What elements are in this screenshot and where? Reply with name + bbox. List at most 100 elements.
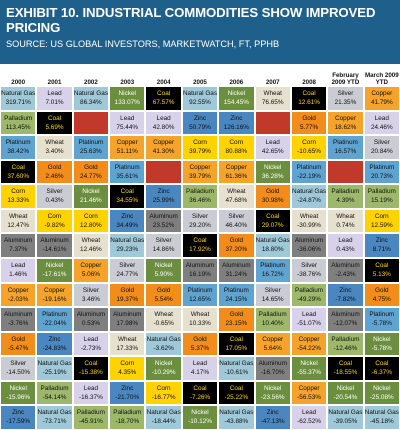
commodity-cell: Aluminum -16.70% xyxy=(254,356,291,381)
commodity-name: Gold xyxy=(229,311,244,319)
commodity-cell: Coal -18.55% xyxy=(327,356,364,381)
commodity-return: -16.37% xyxy=(78,393,103,401)
commodity-return: 14.65% xyxy=(261,295,284,303)
commodity-cell: Natural Gas -39.05% xyxy=(327,405,364,430)
commodity-return: -2.73% xyxy=(80,344,102,352)
commodity-cell: Wheat -0.65% xyxy=(145,307,182,332)
commodity-return: 12.65% xyxy=(189,295,211,303)
commodity-cell: Gold 5.77% xyxy=(290,110,328,136)
commodity-return: -20.54% xyxy=(333,393,358,401)
commodity-name: Nickel xyxy=(264,163,282,171)
commodity-return: 1.46% xyxy=(9,271,28,278)
commodity-return: -47.13% xyxy=(260,418,285,426)
commodity-cell: Aluminum -14.61% xyxy=(36,233,73,258)
commodity-name: Silver xyxy=(192,212,208,220)
commodity-cell: Corn -9.82% xyxy=(36,208,73,234)
commodity-cell: Palladium -12.46% xyxy=(327,331,364,357)
commodity-name: Palladium xyxy=(331,335,360,343)
commodity-name: Aluminum xyxy=(149,212,178,220)
commodity-name: Palladium xyxy=(258,311,287,319)
commodity-name: Silver xyxy=(46,188,63,196)
commodity-name: Gold xyxy=(11,335,25,343)
commodity-return: 12.46% xyxy=(80,246,102,254)
commodity-name: Corn xyxy=(156,384,171,392)
commodity-name: Copper xyxy=(262,335,284,343)
commodity-cell: Natural Gas 92.55% xyxy=(181,86,219,111)
commodity-name: Platinum xyxy=(223,286,249,294)
commodity-return: -12.07% xyxy=(333,320,358,328)
commodity-return: -56.53% xyxy=(297,393,321,401)
commodity-name: Nickel xyxy=(300,360,318,368)
commodity-cell: Nickel -20.54% xyxy=(327,380,364,406)
commodity-name: Palladium xyxy=(4,114,33,122)
commodity-name: Nickel xyxy=(373,335,391,343)
commodity-cell: Corn -16.77% xyxy=(145,380,182,406)
commodity-name: Nickel xyxy=(9,384,27,392)
commodity-name: Palladium xyxy=(76,409,105,417)
commodity-cell: Coal -15.38% xyxy=(72,356,110,381)
commodity-cell: Corn 4.35% xyxy=(109,356,146,381)
commodity-return: 61.36% xyxy=(225,172,248,180)
commodity-name: Aluminum xyxy=(222,262,251,269)
commodity-return: 24.77% xyxy=(80,172,102,180)
commodity-name: Natural Gas xyxy=(219,360,254,368)
commodity-name: Natural Gas xyxy=(1,90,36,97)
commodity-return: 17.98% xyxy=(116,320,139,328)
commodity-cell: Natural Gas -25.19% xyxy=(36,356,73,381)
commodity-return: -5.78% xyxy=(371,320,392,328)
commodity-name: Corn xyxy=(374,212,389,220)
commodity-name: Natural Gas xyxy=(328,409,363,417)
commodity-return: -38.76% xyxy=(297,271,321,278)
commodity-name: Aluminum xyxy=(3,311,33,319)
commodity-cell: Corn -10.65% xyxy=(290,135,328,160)
commodity-cell: Gold 5.37% xyxy=(181,331,219,357)
commodity-return: 36.28% xyxy=(261,172,284,180)
commodity-cell: Nickel -55.37% xyxy=(290,356,328,381)
commodity-return: 3.46% xyxy=(81,295,100,303)
commodity-return: 16.72% xyxy=(261,271,284,278)
commodity-cell: Coal 29.07% xyxy=(254,208,291,234)
commodity-name: Wheat xyxy=(299,212,319,220)
commodity-return: 7.01% xyxy=(45,99,64,106)
commodity-name: Copper xyxy=(189,163,211,171)
commodity-name: Platinum xyxy=(296,163,322,171)
commodity-return: 10.40% xyxy=(261,320,284,328)
commodity-name: Platinum xyxy=(333,139,358,147)
commodity-return: 76.65% xyxy=(261,99,284,106)
commodity-cell: Natural Gas -18.44% xyxy=(145,405,182,430)
commodity-return: -18.44% xyxy=(151,418,176,426)
commodity-return: 4.39% xyxy=(336,197,355,205)
commodity-name: Natural Gas xyxy=(110,237,145,245)
commodity-name: Gold xyxy=(156,286,171,294)
commodity-cell: Zinc -7.82% xyxy=(327,282,364,308)
commodity-cell: Nickel 133.07% xyxy=(109,86,146,111)
commodity-cell: Zinc -24.83% xyxy=(36,331,73,357)
commodity-cell: Lead 4.17% xyxy=(181,356,219,381)
commodity-return: 5.54% xyxy=(154,295,173,303)
commodity-return: 51.11% xyxy=(116,148,138,156)
commodity-name: Wheat xyxy=(154,311,173,319)
commodity-cell: Wheat 12.47% xyxy=(0,208,37,234)
commodity-name: Aluminum xyxy=(331,262,360,269)
commodity-return: 29.20% xyxy=(189,221,211,229)
commodity-return: 5.69% xyxy=(45,123,64,131)
commodity-name: Zinc xyxy=(12,409,25,417)
commodity-return: 0.43% xyxy=(45,197,64,205)
commodity-return: 34.49% xyxy=(116,221,139,229)
commodity-return: 46.40% xyxy=(225,221,248,229)
commodity-return: 8.71% xyxy=(372,246,391,254)
commodity-cell: Palladium -49.29% xyxy=(290,282,328,308)
commodity-cell: Natural Gas -10.61% xyxy=(218,356,255,381)
commodity-name: Coal xyxy=(229,384,243,392)
commodity-name: Corn xyxy=(11,188,26,196)
commodity-name: Lead xyxy=(338,237,353,245)
commodity-cell: Wheat 0.74% xyxy=(327,208,364,234)
commodity-name: Aluminum xyxy=(331,311,360,319)
commodity-name: Aluminum xyxy=(3,237,33,245)
commodity-cell: Natural Gas -24.87% xyxy=(290,184,328,209)
commodity-return: 126.16% xyxy=(223,123,249,131)
commodity-cell: Zinc 8.71% xyxy=(363,233,400,258)
commodity-cell: Coal 5.69% xyxy=(36,110,73,136)
commodity-name: Coal xyxy=(193,237,207,245)
commodity-return: -17.59% xyxy=(6,418,31,426)
